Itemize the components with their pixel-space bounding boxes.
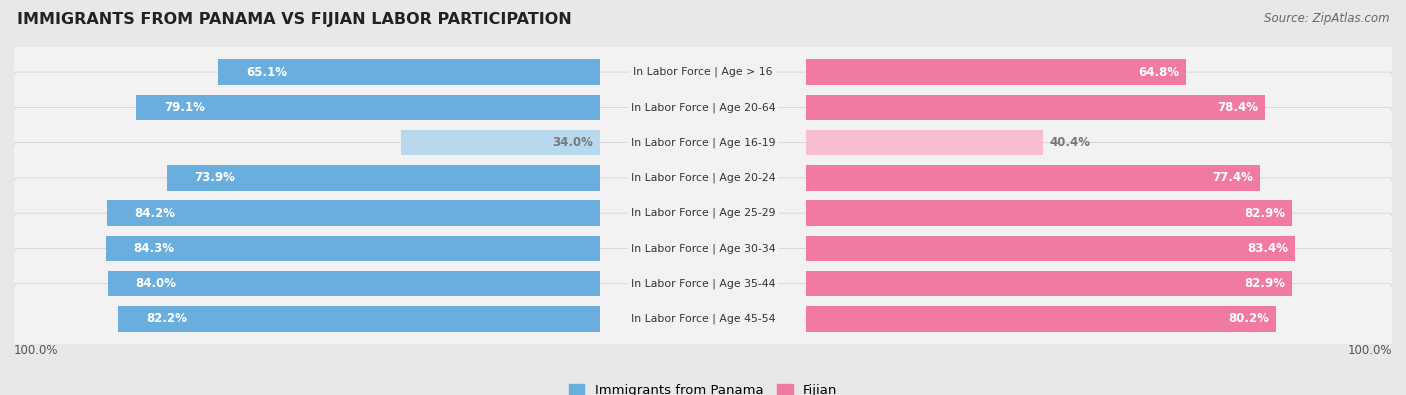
Bar	[807, 165, 1260, 191]
Text: 79.1%: 79.1%	[165, 101, 205, 114]
Text: 73.9%: 73.9%	[194, 171, 235, 184]
Bar	[118, 306, 599, 332]
Text: 65.1%: 65.1%	[246, 66, 287, 79]
FancyBboxPatch shape	[13, 213, 1393, 284]
Text: 82.9%: 82.9%	[1244, 207, 1285, 220]
FancyBboxPatch shape	[13, 284, 1393, 354]
Text: 77.4%: 77.4%	[1212, 171, 1253, 184]
Bar	[108, 271, 599, 296]
Text: In Labor Force | Age 16-19: In Labor Force | Age 16-19	[631, 137, 775, 148]
Text: 84.3%: 84.3%	[134, 242, 174, 255]
Text: 78.4%: 78.4%	[1218, 101, 1258, 114]
Text: 100.0%: 100.0%	[14, 344, 59, 357]
Bar	[401, 130, 599, 155]
Legend: Immigrants from Panama, Fijian: Immigrants from Panama, Fijian	[564, 379, 842, 395]
Bar	[107, 201, 599, 226]
Text: In Labor Force | Age > 16: In Labor Force | Age > 16	[633, 67, 773, 77]
Bar	[136, 95, 599, 120]
Text: 40.4%: 40.4%	[1050, 136, 1091, 149]
FancyBboxPatch shape	[13, 178, 1393, 248]
Text: In Labor Force | Age 30-34: In Labor Force | Age 30-34	[631, 243, 775, 254]
Text: IMMIGRANTS FROM PANAMA VS FIJIAN LABOR PARTICIPATION: IMMIGRANTS FROM PANAMA VS FIJIAN LABOR P…	[17, 12, 572, 27]
FancyBboxPatch shape	[13, 107, 1393, 178]
Text: In Labor Force | Age 45-54: In Labor Force | Age 45-54	[631, 314, 775, 324]
FancyBboxPatch shape	[13, 143, 1393, 213]
Bar	[807, 306, 1277, 332]
Bar	[807, 95, 1265, 120]
Text: In Labor Force | Age 25-29: In Labor Force | Age 25-29	[631, 208, 775, 218]
FancyBboxPatch shape	[13, 37, 1393, 107]
Bar	[105, 236, 599, 261]
Text: In Labor Force | Age 20-24: In Labor Force | Age 20-24	[631, 173, 775, 183]
Text: Source: ZipAtlas.com: Source: ZipAtlas.com	[1264, 12, 1389, 25]
Bar	[807, 130, 1043, 155]
Text: 64.8%: 64.8%	[1137, 66, 1178, 79]
Text: 100.0%: 100.0%	[1347, 344, 1392, 357]
Text: 84.2%: 84.2%	[134, 207, 176, 220]
Text: 34.0%: 34.0%	[553, 136, 593, 149]
Text: 80.2%: 80.2%	[1229, 312, 1270, 325]
Text: 82.9%: 82.9%	[1244, 277, 1285, 290]
Text: 84.0%: 84.0%	[135, 277, 176, 290]
FancyBboxPatch shape	[13, 248, 1393, 319]
Bar	[218, 59, 599, 85]
Bar	[807, 271, 1292, 296]
Bar	[807, 59, 1185, 85]
Bar	[807, 201, 1292, 226]
Text: 82.2%: 82.2%	[146, 312, 187, 325]
Bar	[167, 165, 599, 191]
Text: In Labor Force | Age 35-44: In Labor Force | Age 35-44	[631, 278, 775, 289]
FancyBboxPatch shape	[13, 72, 1393, 143]
Text: 83.4%: 83.4%	[1247, 242, 1288, 255]
Bar	[807, 236, 1295, 261]
Text: In Labor Force | Age 20-64: In Labor Force | Age 20-64	[631, 102, 775, 113]
